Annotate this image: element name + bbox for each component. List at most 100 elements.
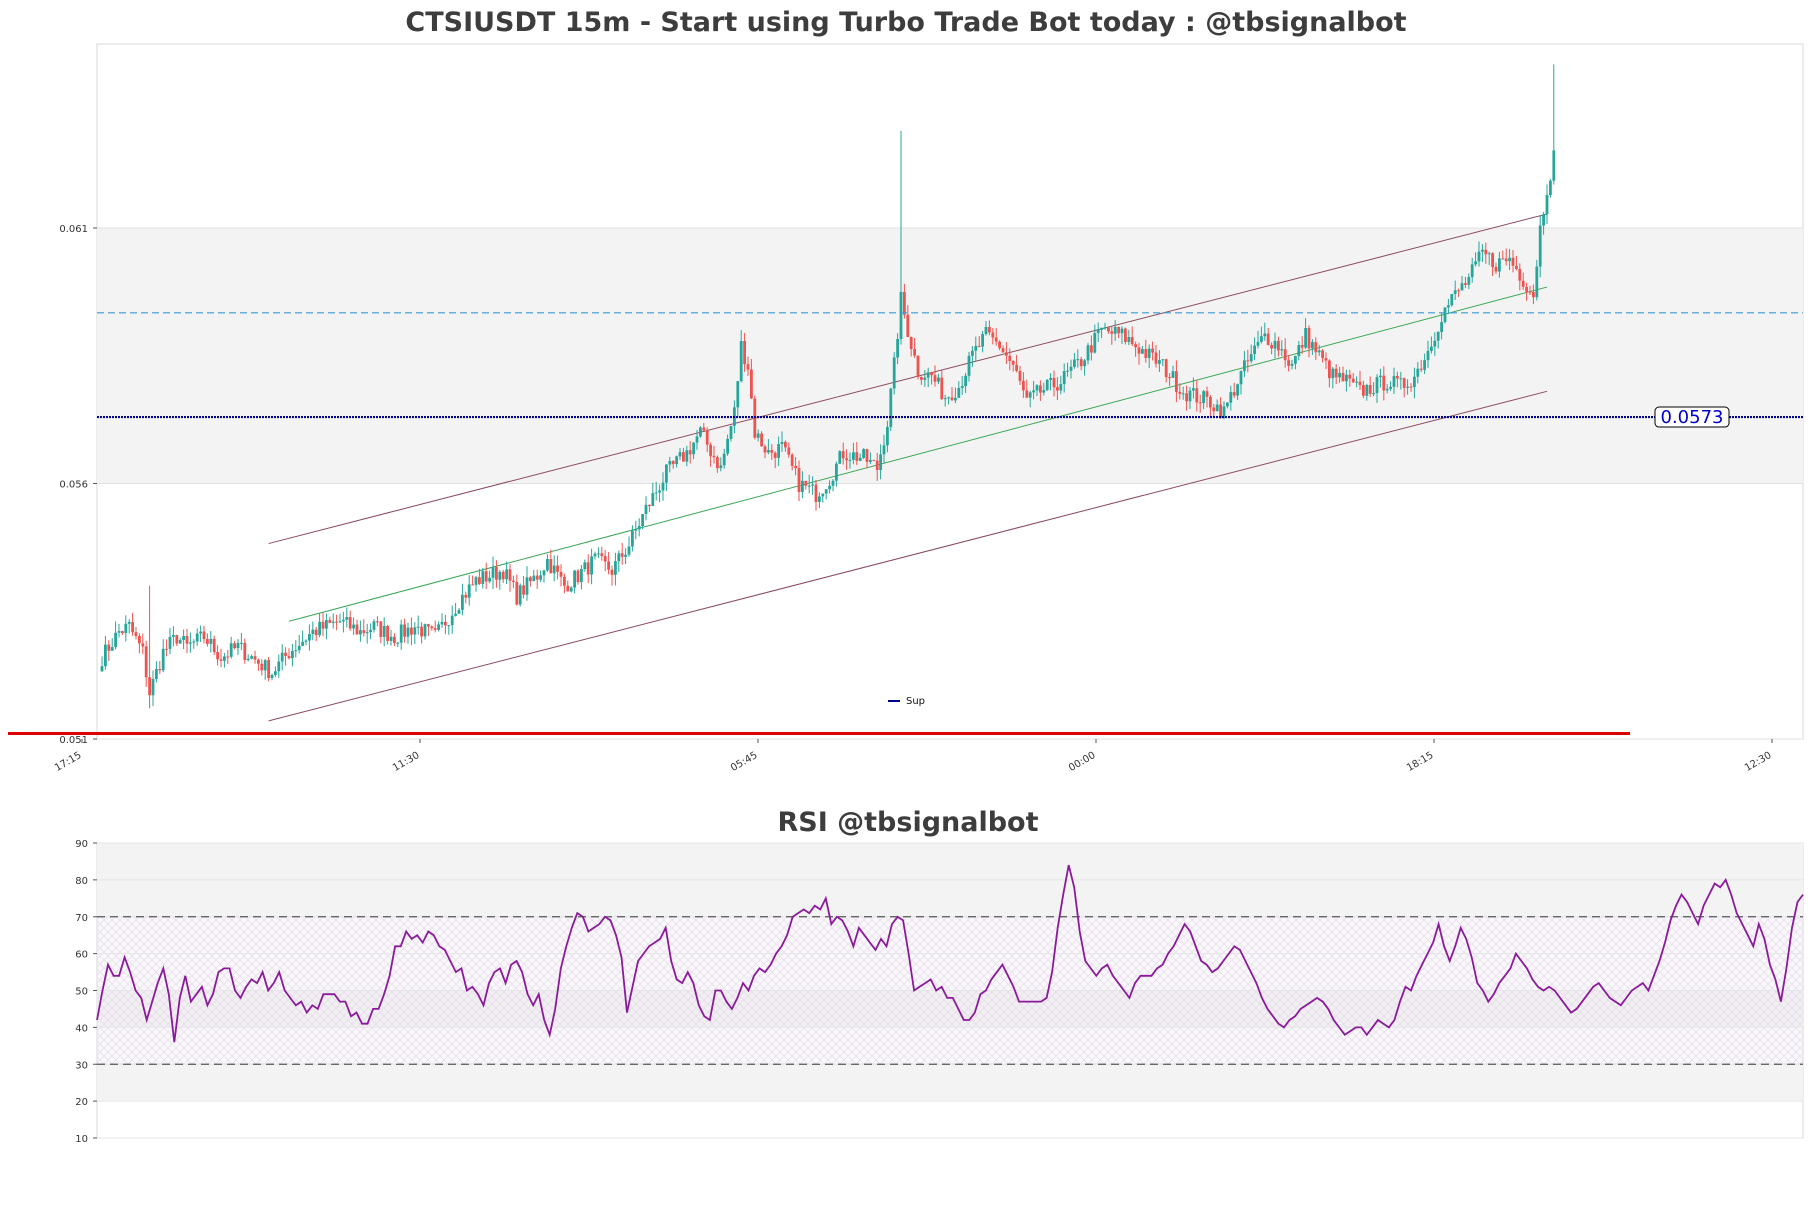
candle-body	[430, 626, 434, 629]
candle-body	[345, 617, 349, 620]
candle-body	[763, 446, 767, 453]
candle-body	[467, 584, 471, 598]
candle-body	[648, 504, 651, 507]
candle-body	[988, 327, 991, 333]
candle-body	[1481, 249, 1484, 252]
price-x-tick-label: 11:30	[391, 750, 421, 774]
candle-body	[189, 642, 192, 644]
candle-body	[699, 427, 702, 437]
candle-body	[100, 666, 104, 672]
candle-body	[824, 489, 828, 494]
candle-body	[831, 480, 835, 486]
candle-body	[131, 622, 134, 633]
candle-body	[984, 327, 988, 335]
candle-body	[1195, 388, 1199, 403]
candle-body	[1504, 258, 1508, 262]
candle-body	[1433, 340, 1437, 347]
candle-body	[535, 575, 539, 580]
candle-body	[447, 625, 451, 627]
candle-body	[981, 334, 984, 347]
candle-body	[151, 679, 155, 696]
candle-body	[739, 341, 743, 382]
candle-body	[338, 621, 342, 623]
candle-body	[488, 577, 491, 582]
candle-body	[692, 442, 695, 455]
candle-body	[549, 558, 553, 574]
candle-body	[501, 571, 505, 580]
candle-body	[1331, 368, 1335, 379]
price-y-tick-label: 0.056	[59, 479, 88, 490]
candle-body	[1266, 333, 1270, 345]
support-label: 0.0573	[1661, 407, 1724, 428]
candle-body	[654, 492, 658, 494]
candle-body	[573, 570, 576, 588]
candle-body	[495, 567, 498, 580]
rsi-y-tick-label: 50	[75, 987, 88, 998]
candle-body	[243, 642, 247, 661]
candle-body	[1307, 328, 1311, 349]
candle-body	[821, 493, 825, 497]
candle-body	[291, 650, 294, 659]
candle-body	[1215, 404, 1219, 412]
candle-body	[926, 372, 930, 378]
candle-body	[1042, 390, 1046, 393]
rsi-y-tick-label: 70	[75, 913, 88, 924]
candle-body	[410, 627, 413, 635]
candle-body	[1151, 348, 1154, 353]
candle-body	[1158, 360, 1161, 364]
price-x-tick-label: 05:45	[729, 750, 759, 774]
rsi-y-tick-label: 40	[75, 1023, 88, 1034]
candle-body	[1314, 342, 1318, 353]
candle-body	[1491, 253, 1494, 268]
candle-body	[586, 562, 590, 575]
candle-body	[104, 644, 107, 667]
candle-body	[1532, 291, 1535, 298]
candle-body	[114, 632, 117, 648]
candle-body	[1069, 366, 1073, 371]
candle-body	[818, 496, 821, 502]
candle-body	[1419, 368, 1423, 370]
candle-body	[552, 565, 556, 574]
candle-body	[865, 449, 869, 462]
candle-body	[1426, 350, 1430, 361]
candle-body	[199, 631, 202, 634]
candle-body	[661, 482, 665, 491]
candle-body	[559, 571, 563, 577]
candle-body	[722, 453, 726, 466]
candle-body	[1338, 372, 1341, 378]
candle-body	[678, 452, 682, 457]
candle-body	[1287, 360, 1290, 366]
candle-body	[1525, 286, 1528, 292]
candle-body	[311, 629, 315, 635]
candle-body	[603, 556, 607, 562]
candle-body	[1161, 359, 1165, 361]
candle-body	[576, 570, 580, 583]
candle-body	[899, 291, 903, 339]
candle-body	[1168, 377, 1171, 379]
candle-body	[267, 660, 270, 678]
candle-body	[869, 459, 872, 462]
candle-body	[940, 377, 944, 400]
candle-body	[811, 484, 814, 486]
candle-body	[155, 669, 158, 680]
candle-body	[437, 624, 440, 630]
candle-body	[1124, 328, 1127, 342]
candle-body	[787, 447, 791, 455]
candle-body	[1175, 371, 1178, 392]
candle-body	[1290, 363, 1294, 366]
candle-body	[1416, 368, 1420, 377]
candle-body	[529, 577, 532, 582]
candle-body	[580, 569, 583, 583]
candle-body	[365, 632, 369, 634]
candle-body	[413, 627, 417, 635]
candle-body	[729, 425, 733, 439]
rsi-y-tick-label: 80	[75, 876, 88, 887]
candle-body	[671, 461, 675, 465]
candle-body	[420, 626, 423, 637]
candle-body	[641, 514, 644, 527]
candle-body	[1127, 337, 1131, 342]
candle-body	[379, 621, 383, 637]
legend-label: Sup	[906, 696, 925, 707]
candle-body	[270, 674, 274, 678]
